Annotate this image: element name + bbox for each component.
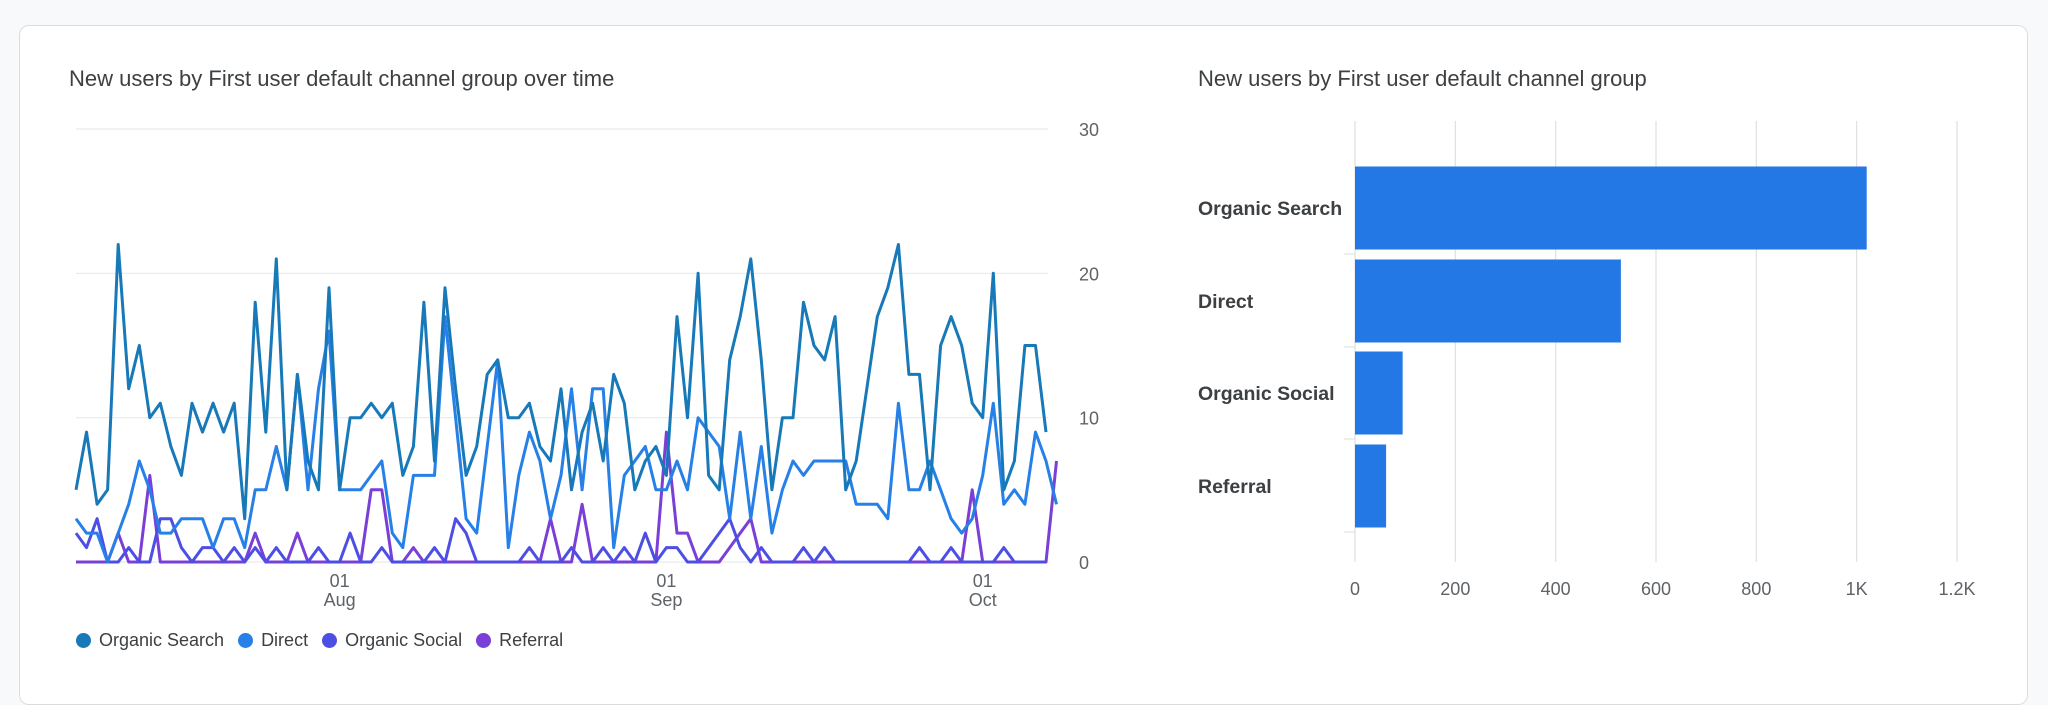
y-tick-label: 10 bbox=[1079, 409, 1099, 429]
bar-referral bbox=[1355, 444, 1387, 528]
x-tick-label: 600 bbox=[1641, 579, 1671, 599]
legend-label: Referral bbox=[499, 630, 564, 650]
x-tick-day: 01 bbox=[656, 571, 676, 591]
bar-organic-search bbox=[1355, 166, 1867, 250]
legend-dot-icon bbox=[476, 633, 492, 648]
legend-item-referral[interactable]: Referral bbox=[476, 630, 563, 651]
legend-label: Organic Search bbox=[99, 630, 225, 650]
x-tick-label: 400 bbox=[1541, 579, 1571, 599]
x-tick-month: Aug bbox=[324, 590, 356, 610]
category-label: Direct bbox=[1198, 291, 1254, 313]
bar-chart-title: New users by First user default channel … bbox=[1198, 66, 1647, 91]
x-tick-label: 0 bbox=[1350, 579, 1360, 599]
x-tick-label: 1K bbox=[1846, 579, 1868, 599]
bar-direct bbox=[1355, 259, 1621, 343]
line-chart-title: New users by First user default channel … bbox=[69, 66, 615, 91]
x-tick-month: Oct bbox=[969, 590, 997, 610]
series-line-organic-search bbox=[74, 243, 1048, 521]
series-line-organic-social bbox=[74, 517, 1046, 564]
legend-dot-icon bbox=[322, 633, 338, 648]
category-label: Referral bbox=[1198, 476, 1272, 498]
y-tick-label: 0 bbox=[1079, 553, 1089, 573]
legend-item-organic-social[interactable]: Organic Social bbox=[322, 630, 462, 651]
x-tick-label: 800 bbox=[1741, 579, 1771, 599]
category-label: Organic Social bbox=[1198, 383, 1335, 405]
x-tick-month: Sep bbox=[650, 590, 682, 610]
y-tick-label: 30 bbox=[1079, 120, 1099, 140]
x-tick-day: 01 bbox=[973, 571, 993, 591]
legend-item-direct[interactable]: Direct bbox=[238, 630, 308, 651]
line-chart-legend: Organic Search Direct Organic Social Ref… bbox=[76, 630, 563, 651]
legend-item-organic-search[interactable]: Organic Search bbox=[76, 630, 224, 651]
legend-label: Organic Social bbox=[345, 630, 463, 650]
x-tick-day: 01 bbox=[330, 571, 350, 591]
bar-organic-social bbox=[1355, 351, 1403, 435]
legend-dot-icon bbox=[238, 633, 254, 648]
legend-label: Direct bbox=[261, 630, 309, 650]
x-tick-label: 1.2K bbox=[1938, 579, 1975, 599]
x-tick-label: 200 bbox=[1440, 579, 1470, 599]
legend-dot-icon bbox=[76, 633, 91, 648]
category-label: Organic Search bbox=[1198, 198, 1342, 220]
y-tick-label: 20 bbox=[1079, 264, 1099, 284]
